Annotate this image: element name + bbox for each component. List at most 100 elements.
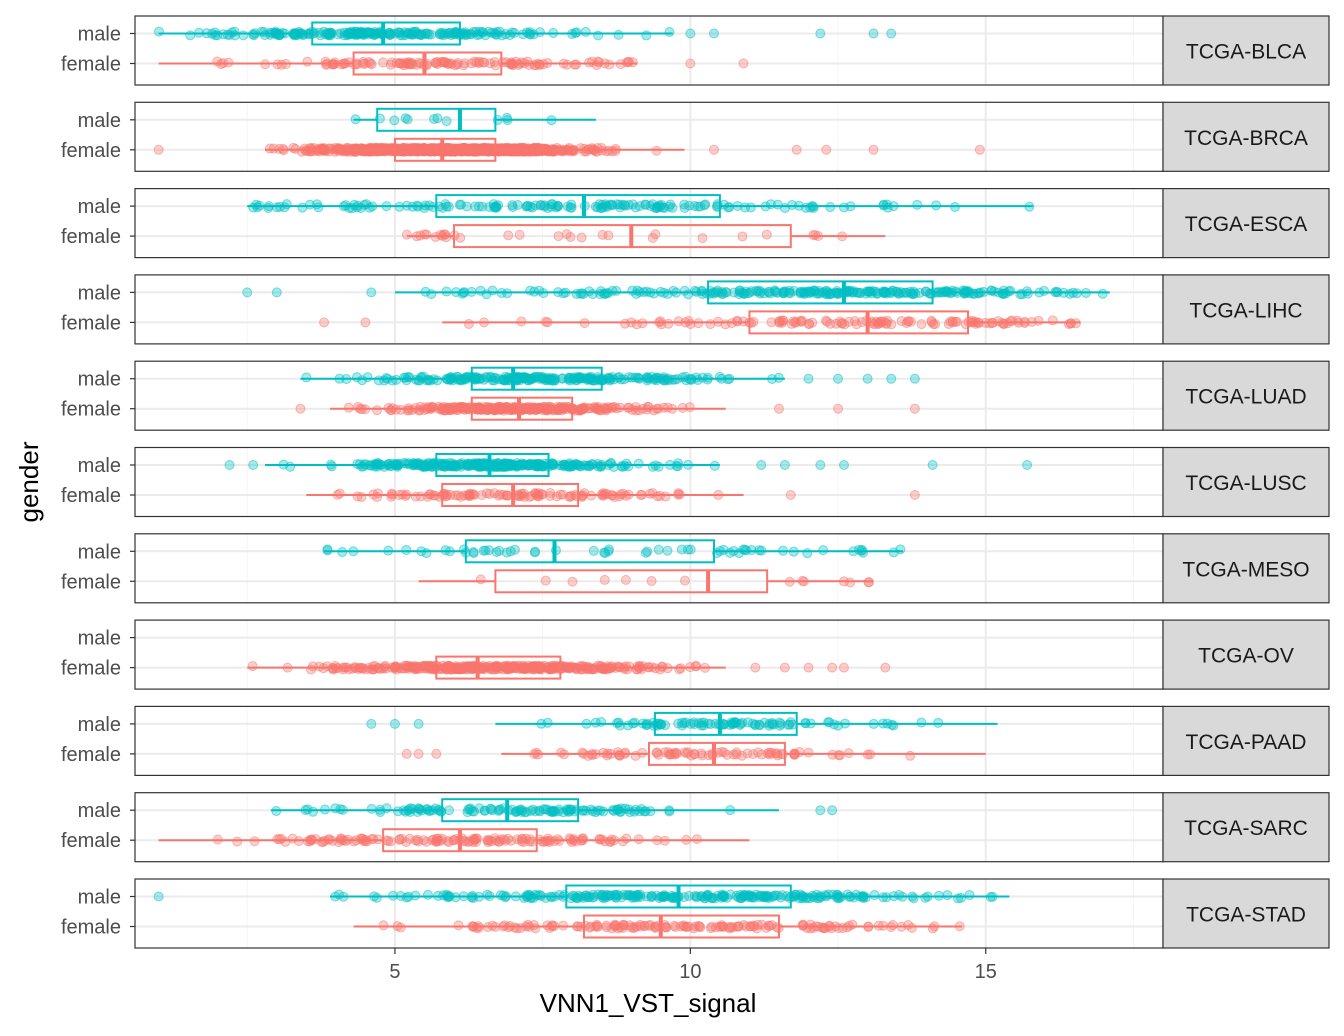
data-point <box>371 405 382 416</box>
data-point <box>401 229 412 240</box>
data-point <box>519 662 530 673</box>
outlier-point <box>909 490 920 500</box>
data-point <box>506 146 517 157</box>
outlier-point <box>868 28 879 39</box>
data-point <box>412 29 423 40</box>
data-point <box>1005 285 1016 296</box>
data-point <box>679 575 690 586</box>
data-point <box>679 747 690 758</box>
data-point <box>333 889 344 900</box>
data-point <box>724 547 735 558</box>
facet-strip-label: TCGA-PAAD <box>1186 731 1307 754</box>
facet-panel: male female TCGA-OV <box>61 619 1330 690</box>
facet-panel: male female TCGA-MESO <box>61 533 1330 604</box>
y-tick-label: male <box>78 282 121 304</box>
data-point <box>304 836 315 847</box>
data-point <box>534 285 545 296</box>
y-tick-label: male <box>78 196 121 218</box>
data-point <box>703 750 714 761</box>
facet-strip <box>1162 15 1330 86</box>
panels-layer: malefemaleTCGA-BLCAmalefemaleTCGA-BRCAma… <box>61 15 1330 949</box>
data-point <box>641 30 652 41</box>
y-tick-label: male <box>78 455 121 477</box>
data-point <box>385 59 396 70</box>
data-point <box>413 836 424 847</box>
data-point <box>279 202 290 213</box>
data-point <box>784 287 795 298</box>
data-point <box>745 202 756 213</box>
data-point <box>808 230 819 241</box>
data-point <box>651 747 662 758</box>
data-point <box>681 375 692 386</box>
data-point <box>675 921 686 932</box>
data-point <box>333 142 344 153</box>
data-point <box>212 56 223 67</box>
data-point <box>580 26 591 37</box>
data-point <box>383 835 394 846</box>
data-point <box>392 806 403 817</box>
data-point <box>302 56 313 67</box>
outlier-point <box>833 373 844 384</box>
outlier-point <box>815 28 826 39</box>
data-point <box>378 57 389 68</box>
data-point <box>671 461 682 472</box>
data-point <box>554 889 565 900</box>
data-point <box>529 547 540 558</box>
data-point <box>489 405 500 416</box>
data-point <box>818 545 829 556</box>
data-point <box>330 661 341 672</box>
data-point <box>790 317 801 328</box>
outlier-point <box>803 373 814 384</box>
data-point <box>843 316 854 327</box>
outlier-point <box>886 373 897 384</box>
data-point <box>421 229 432 240</box>
y-tick-label: male <box>78 369 121 391</box>
data-point <box>669 748 680 759</box>
outlier-point <box>868 144 879 155</box>
outlier-point <box>815 805 826 816</box>
outlier-point <box>750 662 761 673</box>
data-point <box>475 285 486 296</box>
data-point <box>738 288 749 299</box>
data-point <box>640 547 651 558</box>
data-point <box>365 58 376 69</box>
data-point <box>325 27 336 38</box>
data-point <box>451 461 462 472</box>
data-point <box>558 403 569 414</box>
data-point <box>613 29 624 40</box>
data-point <box>384 30 395 41</box>
data-point <box>629 806 640 817</box>
data-point <box>478 663 489 674</box>
facet-panel: male female TCGA-STAD <box>61 878 1330 949</box>
data-point <box>478 545 489 556</box>
data-point <box>438 57 449 68</box>
outlier-point <box>685 28 696 39</box>
data-point <box>660 747 671 758</box>
y-tick-label: female <box>61 312 121 334</box>
data-point <box>454 199 465 210</box>
data-point <box>633 834 644 845</box>
data-point <box>887 920 898 931</box>
data-point <box>1097 288 1108 299</box>
data-point <box>658 892 669 903</box>
data-point <box>754 285 765 296</box>
data-point <box>745 921 756 932</box>
data-point <box>627 57 638 68</box>
data-point <box>998 319 1009 330</box>
outlier-point <box>242 287 253 298</box>
data-point <box>772 199 783 210</box>
data-point <box>642 372 653 383</box>
data-point <box>258 27 269 38</box>
data-point <box>232 836 243 847</box>
data-point <box>527 202 538 213</box>
facet-panel: male female TCGA-BLCA <box>61 15 1330 86</box>
outlier-point <box>927 460 938 470</box>
data-point <box>567 576 578 587</box>
data-point <box>656 319 667 330</box>
data-point <box>587 289 598 300</box>
facet-strip-label: TCGA-STAD <box>1186 904 1306 927</box>
data-point <box>720 319 731 330</box>
data-point <box>692 891 703 902</box>
data-point <box>503 230 514 241</box>
data-point <box>649 288 660 299</box>
